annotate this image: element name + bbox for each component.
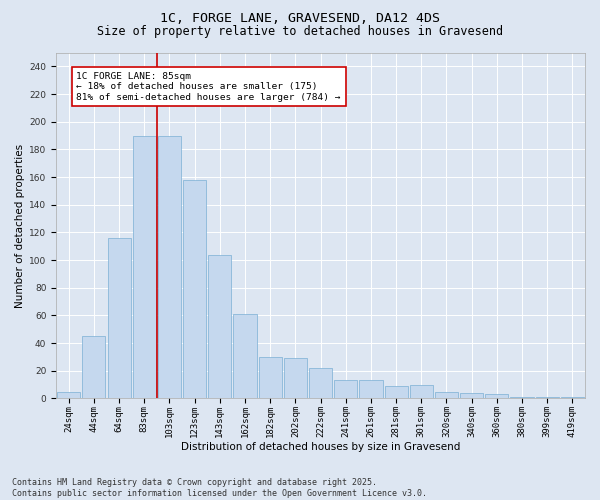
Bar (183, 180, 206, 398)
Text: 1C, FORGE LANE, GRAVESEND, DA12 4DS: 1C, FORGE LANE, GRAVESEND, DA12 4DS (160, 12, 440, 26)
Bar (511, 397, 533, 398)
Bar (82, 336, 106, 398)
Text: 1C FORGE LANE: 85sqm
← 18% of detached houses are smaller (175)
81% of semi-deta: 1C FORGE LANE: 85sqm ← 18% of detached h… (76, 72, 341, 102)
Bar (435, 392, 458, 398)
Bar (359, 380, 383, 398)
Y-axis label: Number of detached properties: Number of detached properties (15, 144, 25, 308)
Bar (57, 392, 80, 398)
Bar (158, 136, 181, 398)
Bar (259, 357, 282, 399)
Bar (334, 380, 358, 398)
Bar (133, 136, 156, 398)
Bar (561, 397, 584, 398)
Bar (107, 238, 131, 398)
Bar (536, 397, 559, 398)
X-axis label: Distribution of detached houses by size in Gravesend: Distribution of detached houses by size … (181, 442, 460, 452)
Bar (284, 358, 307, 399)
Text: Contains HM Land Registry data © Crown copyright and database right 2025.
Contai: Contains HM Land Registry data © Crown c… (12, 478, 427, 498)
Bar (309, 368, 332, 398)
Bar (410, 384, 433, 398)
Bar (485, 394, 508, 398)
Bar (460, 393, 483, 398)
Bar (233, 314, 257, 398)
Bar (208, 254, 232, 398)
Text: Size of property relative to detached houses in Gravesend: Size of property relative to detached ho… (97, 25, 503, 38)
Bar (385, 386, 408, 398)
